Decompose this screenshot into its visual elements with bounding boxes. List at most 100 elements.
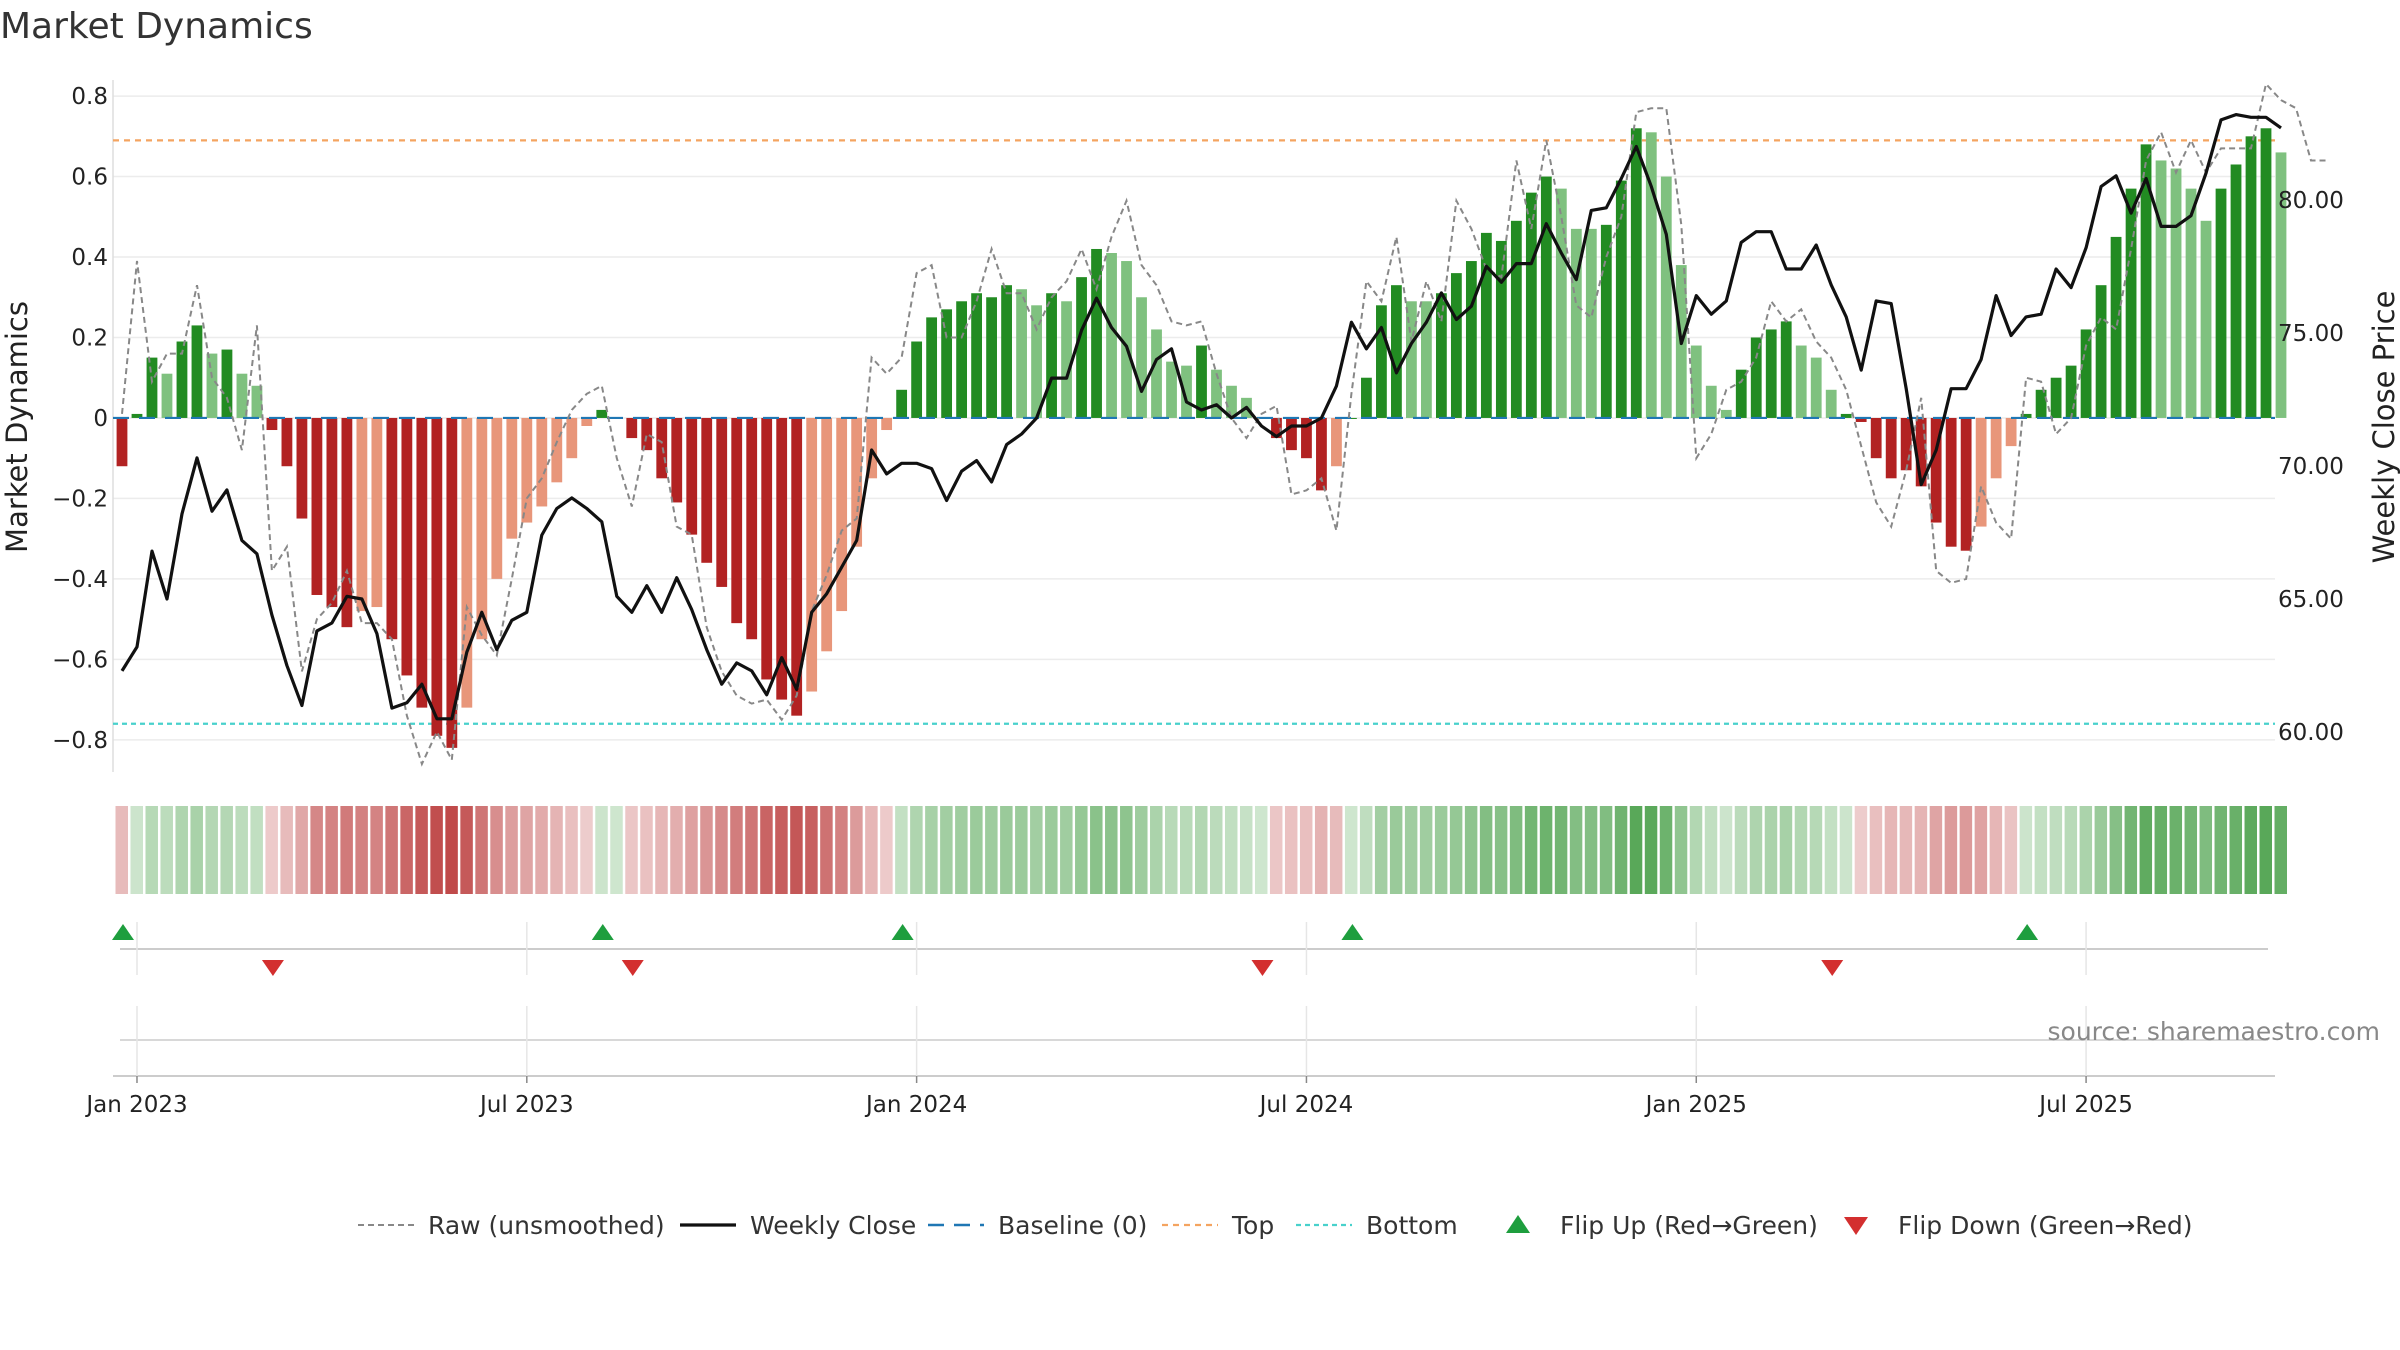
bar bbox=[1196, 345, 1207, 418]
strip-cell bbox=[625, 806, 638, 894]
strip-cell bbox=[2184, 806, 2198, 894]
bar bbox=[1765, 329, 1777, 418]
bar bbox=[566, 417, 578, 459]
bar bbox=[1450, 273, 1462, 418]
strip-cell bbox=[835, 806, 848, 894]
bar bbox=[1720, 409, 1732, 418]
right-axis-label: Weekly Close Price bbox=[2367, 291, 2400, 564]
strip-cell bbox=[1000, 806, 1013, 894]
strip-cell bbox=[1195, 806, 1208, 894]
strip-cell bbox=[310, 806, 323, 894]
bar bbox=[761, 417, 773, 680]
strip-cell bbox=[1689, 806, 1703, 894]
bar bbox=[806, 417, 818, 692]
flip-down-marker bbox=[1821, 960, 1844, 976]
strip-cell bbox=[535, 806, 548, 894]
bar bbox=[1690, 345, 1702, 418]
bar bbox=[1570, 228, 1582, 418]
strip-cell bbox=[430, 806, 443, 894]
bar bbox=[176, 341, 188, 418]
strip-cell bbox=[1120, 806, 1133, 894]
strip-cell bbox=[1494, 806, 1508, 894]
y-left-tick-label: −0.4 bbox=[52, 567, 108, 593]
y-left-tick-label: 0 bbox=[93, 406, 108, 432]
bar bbox=[2035, 389, 2047, 418]
close-series bbox=[120, 113, 2282, 721]
strip-cell bbox=[325, 806, 338, 894]
strip-cell bbox=[1254, 806, 1268, 894]
strip-cell bbox=[1165, 806, 1178, 894]
strip-cell bbox=[1359, 806, 1373, 894]
strip-cell bbox=[2169, 806, 2183, 894]
legend-symbol-flip-down bbox=[1844, 1217, 1868, 1235]
strip-cell bbox=[1239, 806, 1253, 894]
flip-down-marker bbox=[1251, 960, 1274, 976]
strip-cell bbox=[1150, 806, 1163, 894]
strip-cell bbox=[1464, 806, 1478, 894]
bar bbox=[1316, 417, 1327, 491]
strip-cell bbox=[700, 806, 713, 894]
strip-cell bbox=[475, 806, 488, 894]
y-left-tick-label: 0.2 bbox=[71, 325, 108, 351]
raw-line bbox=[121, 81, 2326, 767]
bar bbox=[1376, 305, 1387, 418]
strip-cell bbox=[1419, 806, 1433, 894]
flip-up-marker bbox=[891, 924, 914, 940]
bar bbox=[641, 417, 653, 451]
bar bbox=[1061, 301, 1072, 418]
bar bbox=[2230, 164, 2242, 418]
x-tick-label: Jul 2025 bbox=[2037, 1092, 2133, 1118]
bar bbox=[1046, 293, 1057, 418]
strip-cell bbox=[580, 806, 593, 894]
strip-cell bbox=[1719, 806, 1733, 894]
bar bbox=[1540, 176, 1552, 418]
bar bbox=[1960, 417, 1972, 551]
strip-cell bbox=[2259, 806, 2273, 894]
legend-symbol-flip-up bbox=[1506, 1215, 1530, 1233]
legend-label: Weekly Close bbox=[750, 1211, 916, 1240]
bar bbox=[236, 373, 248, 418]
bar bbox=[731, 417, 743, 624]
bar bbox=[836, 417, 848, 612]
bar bbox=[536, 417, 548, 507]
bar bbox=[1630, 128, 1642, 418]
legend-label: Top bbox=[1231, 1211, 1274, 1240]
bar bbox=[2020, 413, 2032, 418]
bar bbox=[506, 417, 518, 539]
strip-cell bbox=[940, 806, 953, 894]
flip-up-marker bbox=[591, 924, 614, 940]
bar bbox=[1705, 385, 1717, 418]
bar bbox=[686, 417, 698, 535]
strip-cell bbox=[1404, 806, 1418, 894]
bar bbox=[2275, 152, 2287, 418]
bar bbox=[746, 417, 758, 640]
strip-cell bbox=[1569, 806, 1583, 894]
bar bbox=[1016, 289, 1027, 418]
bar bbox=[1286, 417, 1297, 451]
bar bbox=[2260, 128, 2272, 418]
strip-cell bbox=[970, 806, 983, 894]
strip-cell bbox=[1344, 806, 1358, 894]
bar bbox=[1271, 417, 1282, 439]
strip-cell bbox=[1060, 806, 1073, 894]
strip-cell bbox=[1989, 806, 2003, 894]
bar bbox=[251, 385, 263, 418]
legend-label: Bottom bbox=[1366, 1211, 1458, 1240]
y-right-tick-label: 75.00 bbox=[2278, 321, 2344, 347]
bar bbox=[866, 417, 878, 479]
strip-cell bbox=[925, 806, 938, 894]
strip-cell bbox=[1884, 806, 1898, 894]
y-left-tick-label: 0.6 bbox=[71, 165, 108, 191]
legend-label: Raw (unsmoothed) bbox=[428, 1211, 665, 1240]
bar bbox=[221, 349, 233, 418]
bar bbox=[1301, 417, 1312, 459]
strip-cell bbox=[1434, 806, 1448, 894]
bar bbox=[1855, 417, 1867, 422]
strip-cell bbox=[1090, 806, 1103, 894]
strip-cell bbox=[2049, 806, 2063, 894]
strip-cell bbox=[685, 806, 698, 894]
bar bbox=[1001, 285, 1012, 418]
bar bbox=[776, 417, 788, 700]
strip-cell bbox=[565, 806, 578, 894]
strip-cell bbox=[2244, 806, 2258, 894]
